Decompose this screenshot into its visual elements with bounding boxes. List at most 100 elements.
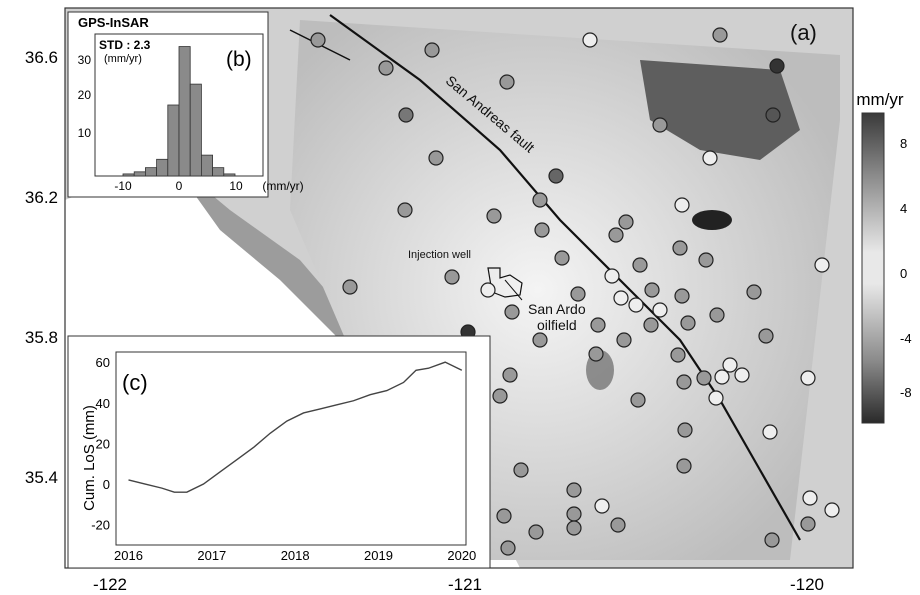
- inset-c-ylabel: Cum. LoS (mm): [81, 405, 98, 511]
- gps-station-marker: [765, 107, 781, 123]
- gps-station-marker: [644, 282, 660, 298]
- gps-station-marker: [588, 346, 604, 362]
- colorbar-tick: -4: [900, 331, 912, 346]
- inset-c-xticks: 2016 2017 2018 2019 2020: [114, 548, 476, 563]
- gps-station-marker: [554, 250, 570, 266]
- gps-station-marker: [604, 268, 620, 284]
- dark-region: [640, 60, 800, 160]
- gps-station-marker: [702, 150, 718, 166]
- gps-station-marker: [534, 222, 550, 238]
- histogram-bar: [212, 167, 225, 177]
- inset-c-ytick: -20: [91, 518, 110, 533]
- inset-b: GPS-InSAR STD : 2.3 (mm/yr) (b) 30 20 10…: [67, 11, 304, 198]
- gps-station-marker: [528, 524, 544, 540]
- inset-c-ytick: 40: [96, 396, 110, 411]
- gps-station-marker: [502, 367, 518, 383]
- gps-station-marker: [496, 508, 512, 524]
- inset-c-xtick: 2018: [281, 548, 310, 563]
- gps-station-marker: [613, 290, 629, 306]
- cumulative-los-line: [128, 361, 463, 493]
- gps-station-marker: [712, 27, 728, 43]
- gps-station-marker: [800, 516, 816, 532]
- gps-station-marker: [570, 286, 586, 302]
- x-tick: -120: [790, 575, 824, 594]
- inset-b-std-unit: (mm/yr): [104, 53, 142, 65]
- inset-c-xtick: 2020: [447, 548, 476, 563]
- y-tick: 36.6: [25, 48, 58, 67]
- gps-station-marker: [652, 117, 668, 133]
- gps-station-marker: [428, 150, 444, 166]
- gps-station-marker: [764, 532, 780, 548]
- gps-station-marker: [714, 369, 730, 385]
- histogram-bars: [122, 46, 236, 177]
- inset-c-ytick: 60: [96, 355, 110, 370]
- gps-station-marker: [814, 257, 830, 273]
- colorbar: mm/yr 8 4 0 -4 -8: [856, 90, 912, 424]
- gps-station-marker: [398, 107, 414, 123]
- histogram-bar: [156, 158, 169, 177]
- gps-station-marker: [566, 482, 582, 498]
- gps-station-marker: [670, 347, 686, 363]
- gps-station-marker: [674, 197, 690, 213]
- colorbar-tick: -8: [900, 385, 912, 400]
- gps-station-marker: [800, 370, 816, 386]
- inset-b-ytick: 10: [78, 126, 92, 140]
- inset-c-yticks: 60 40 20 0 -20: [91, 355, 110, 533]
- inset-b-xunit: (mm/yr): [262, 179, 303, 193]
- gps-station-marker: [504, 304, 520, 320]
- gps-station-marker: [630, 392, 646, 408]
- x-axis: -122 -121 -120: [93, 575, 824, 594]
- gps-station-marker: [698, 252, 714, 268]
- fault-trace: [329, 14, 801, 541]
- y-tick: 35.4: [25, 468, 58, 487]
- gps-station-marker: [746, 284, 762, 300]
- panel-b-label: (b): [226, 48, 252, 71]
- y-tick: 36.2: [25, 188, 58, 207]
- gps-station-marker: [652, 302, 668, 318]
- gps-station-marker: [378, 60, 394, 76]
- histogram-bar: [133, 171, 146, 177]
- oilfield-label-line2: oilfield: [537, 317, 577, 333]
- inset-c-axes: [115, 351, 467, 546]
- gps-station-marker: [676, 374, 692, 390]
- gps-station-marker: [676, 458, 692, 474]
- gps-station-marker: [500, 540, 516, 556]
- gps-station-marker: [632, 257, 648, 273]
- histogram-bar: [167, 104, 180, 177]
- inset-b-xtick: 10: [229, 179, 243, 193]
- inset-b-title: GPS-InSAR: [78, 15, 149, 30]
- gps-station-marker: [566, 506, 582, 522]
- gps-station-marker: [672, 240, 688, 256]
- x-tick: -121: [448, 575, 482, 594]
- gps-station-marker: [643, 317, 659, 333]
- inset-b-std: STD : 2.3: [99, 38, 151, 52]
- gps-station-marker: [499, 74, 515, 90]
- inset-c-ytick: 20: [96, 436, 110, 451]
- gps-station-marker: [709, 307, 725, 323]
- inset-b-xtick: -10: [114, 179, 132, 193]
- gps-station-marker: [582, 32, 598, 48]
- histogram-bar: [122, 173, 135, 177]
- gps-station-marker: [548, 168, 564, 184]
- gps-station-marker: [696, 370, 712, 386]
- gps-station-marker: [680, 315, 696, 331]
- gps-stations: [310, 27, 840, 556]
- gps-station-marker: [734, 367, 750, 383]
- y-tick: 35.8: [25, 328, 58, 347]
- gps-station-marker: [674, 288, 690, 304]
- colorbar-tick: 4: [900, 201, 907, 216]
- inset-b-xtick: 0: [176, 179, 183, 193]
- gps-station-marker: [513, 462, 529, 478]
- gps-station-marker: [492, 388, 508, 404]
- inset-c-xtick: 2017: [197, 548, 226, 563]
- colorbar-scale: [861, 112, 885, 424]
- gps-station-marker: [628, 297, 644, 313]
- gps-station-marker: [610, 517, 626, 533]
- dark-spot: [692, 210, 732, 230]
- gps-station-marker: [708, 390, 724, 406]
- x-tick: -122: [93, 575, 127, 594]
- gps-station-marker: [616, 332, 632, 348]
- gps-station-marker: [532, 192, 548, 208]
